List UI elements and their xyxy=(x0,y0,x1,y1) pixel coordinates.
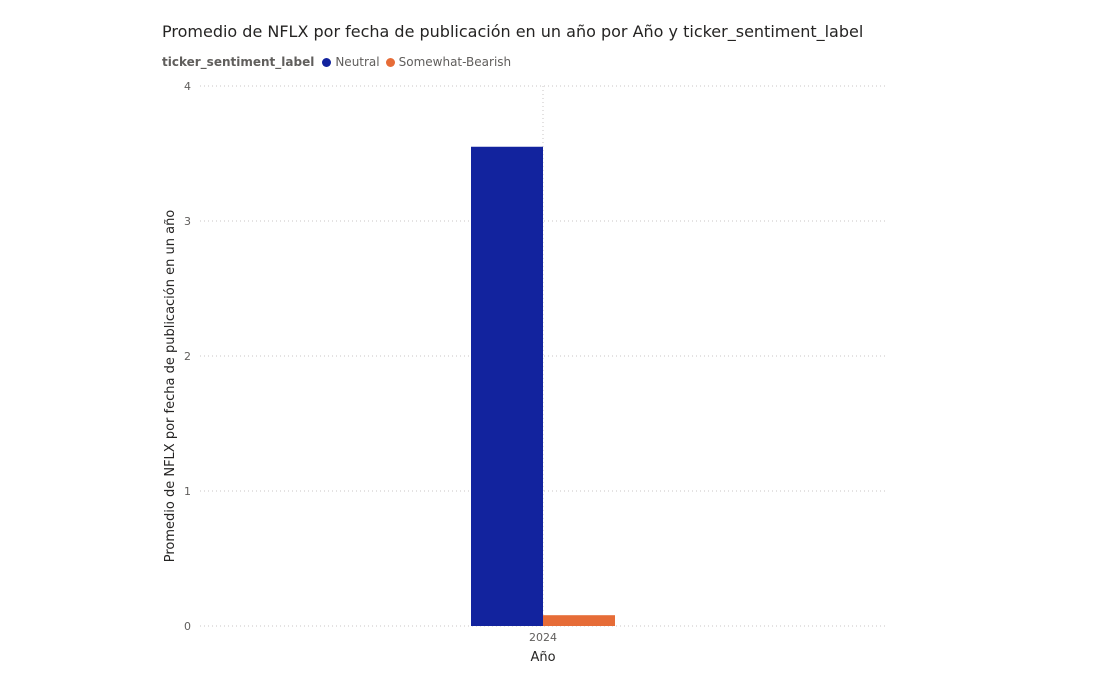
y-tick-label: 1 xyxy=(184,485,191,498)
y-tick-label: 4 xyxy=(184,80,191,93)
x-axis-title: Año xyxy=(530,650,555,665)
bar-neutral-2024 xyxy=(471,146,543,626)
legend-dot-somewhat-bearish xyxy=(385,57,395,67)
legend-item-neutral[interactable]: Neutral xyxy=(322,55,380,69)
legend-label-somewhat-bearish: Somewhat-Bearish xyxy=(398,55,512,69)
bar-somewhat-bearish-2024 xyxy=(543,615,615,626)
legend: ticker_sentiment_label Neutral Somewhat-… xyxy=(162,55,517,69)
legend-item-somewhat-bearish[interactable]: Somewhat-Bearish xyxy=(385,55,512,69)
chart-title: Promedio de NFLX por fecha de publicació… xyxy=(162,22,864,41)
y-tick-label: 2 xyxy=(184,350,191,363)
y-axis-title: Promedio de NFLX por fecha de publicació… xyxy=(163,210,178,563)
y-tick-label: 0 xyxy=(184,620,191,633)
legend-title: ticker_sentiment_label xyxy=(162,55,315,69)
x-tick-label: 2024 xyxy=(529,631,557,644)
y-tick-label: 3 xyxy=(184,215,191,228)
legend-dot-neutral xyxy=(322,57,332,67)
legend-label-neutral: Neutral xyxy=(335,55,380,69)
